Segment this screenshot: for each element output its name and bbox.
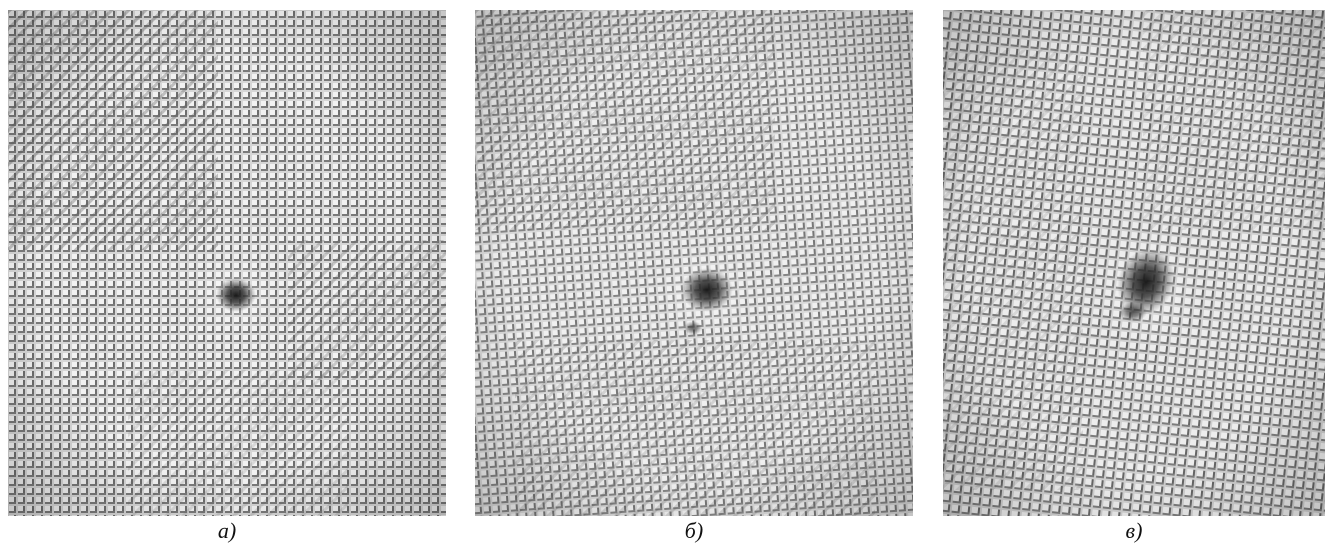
- micrograph-a-image: [8, 10, 446, 516]
- micrograph-panel-a: [8, 10, 446, 516]
- dislocation-core-c: [1117, 248, 1175, 316]
- micrograph-c-image: [943, 10, 1325, 516]
- dislocation-core-a: [216, 278, 256, 312]
- micrograph-b-image: [475, 10, 913, 516]
- micrograph-panel-c: [943, 10, 1325, 516]
- panel-b-caption: б): [684, 518, 704, 543]
- panel-a-caption: а): [217, 518, 237, 543]
- dislocation-core-b: [681, 268, 733, 312]
- micrograph-panel-b: [475, 10, 913, 516]
- panel-c-caption: в): [1125, 518, 1143, 543]
